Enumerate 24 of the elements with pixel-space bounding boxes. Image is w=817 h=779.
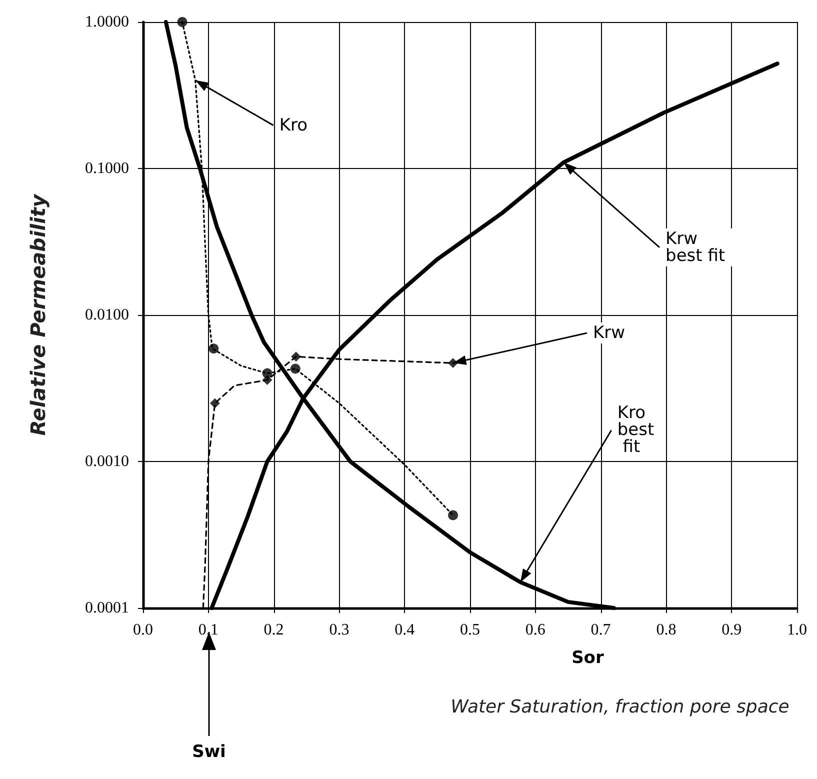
annotation: Sor [572, 648, 604, 668]
annotation: Kro [279, 115, 308, 136]
y-tick-label: 0.0001 [85, 600, 129, 616]
x-tick-label: 0.7 [590, 622, 611, 638]
y-axis-title: Relative Permeability [26, 193, 50, 436]
text: Swi [192, 742, 226, 762]
x-tick-label: 0.6 [525, 622, 546, 638]
x-tick-label: 0.3 [329, 622, 350, 638]
x-tick-label: 0.2 [264, 622, 284, 638]
x-tick-label: 0.9 [722, 622, 742, 638]
y-tick-label: 1.0000 [85, 14, 129, 30]
x-tick-label: 1.0 [787, 622, 807, 638]
x-tick-label: 0.1 [198, 622, 218, 638]
y-tick-label: 0.0100 [85, 306, 129, 324]
y-tick-label: 0.0010 [85, 453, 129, 470]
x-tick-label: 0.5 [460, 622, 480, 638]
x-tick-label: 0.0 [133, 622, 153, 638]
x-tick-label: 0.4 [394, 622, 415, 638]
annotation: Krw [592, 323, 626, 344]
x-axis-title: Water Saturation, fraction pore space [450, 696, 790, 718]
annotation: Kro best fit [617, 403, 654, 458]
annotation: Krw best fit [666, 228, 726, 266]
y-tick-label: 0.1000 [85, 160, 129, 177]
x-tick-label: 0.8 [656, 622, 676, 638]
